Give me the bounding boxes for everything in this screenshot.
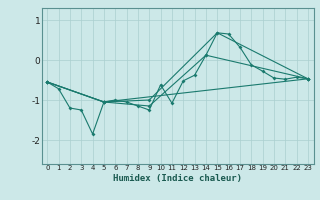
X-axis label: Humidex (Indice chaleur): Humidex (Indice chaleur) bbox=[113, 174, 242, 183]
